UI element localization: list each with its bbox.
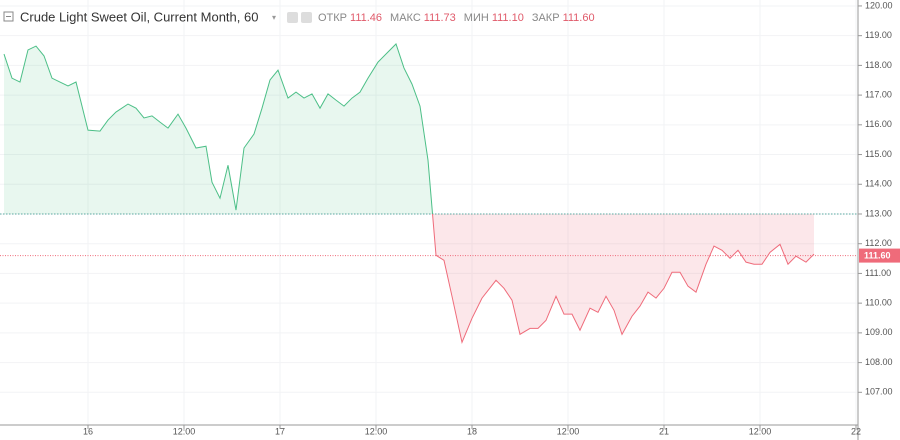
y-tick-label: 112.00: [865, 238, 892, 248]
collapse-icon[interactable]: [3, 11, 14, 22]
x-tick-label: 16: [83, 426, 93, 436]
ohlc-value: 111.10: [492, 12, 524, 24]
last-price-badge: [859, 248, 900, 263]
y-tick-label: 110.00: [865, 298, 892, 308]
chart-title: Crude Light Sweet Oil, Current Month, 60: [20, 9, 258, 24]
y-tick-label: 109.00: [865, 327, 893, 337]
ohlc-label: МАКС: [390, 12, 421, 24]
x-tick-label: 17: [275, 426, 285, 436]
ohlc-label: МИН: [464, 12, 489, 24]
y-tick-label: 120.00: [865, 0, 893, 10]
settings-icon[interactable]: [301, 12, 312, 23]
line-down: [432, 213, 815, 345]
dropdown-icon[interactable]: ▾: [272, 13, 276, 22]
y-tick-label: 113.00: [865, 208, 892, 218]
x-tick-label: 12:00: [557, 426, 580, 436]
ohlc-value: 111.46: [350, 12, 382, 24]
x-tick-label: 12:00: [749, 426, 772, 436]
x-tick-label: 12:00: [173, 426, 196, 436]
line-up: [3, 43, 434, 214]
y-tick-label: 114.00: [865, 179, 892, 189]
ohlc-value: 111.73: [424, 12, 456, 24]
y-tick-label: 111.00: [865, 268, 891, 278]
area-up: [4, 43, 814, 214]
x-tick-label: 21: [659, 426, 669, 436]
y-tick-label: 119.00: [865, 30, 892, 40]
x-tick-label: 12:00: [365, 426, 388, 436]
ohlc-label: ОТКР: [318, 12, 347, 24]
last-price-label: 111.60: [864, 250, 891, 260]
y-tick-label: 107.00: [865, 387, 893, 397]
eye-icon[interactable]: [287, 12, 298, 23]
x-tick-label: 22: [851, 426, 861, 436]
y-tick-label: 108.00: [865, 357, 893, 367]
y-tick-label: 116.00: [865, 119, 892, 129]
x-tick-label: 18: [467, 426, 477, 436]
area-down: [432, 213, 814, 343]
ohlc-value: 111.60: [563, 12, 595, 24]
ohlc-label: ЗАКР: [532, 12, 560, 24]
y-tick-label: 118.00: [865, 60, 892, 70]
y-tick-label: 117.00: [865, 89, 892, 99]
y-tick-label: 115.00: [865, 149, 892, 159]
